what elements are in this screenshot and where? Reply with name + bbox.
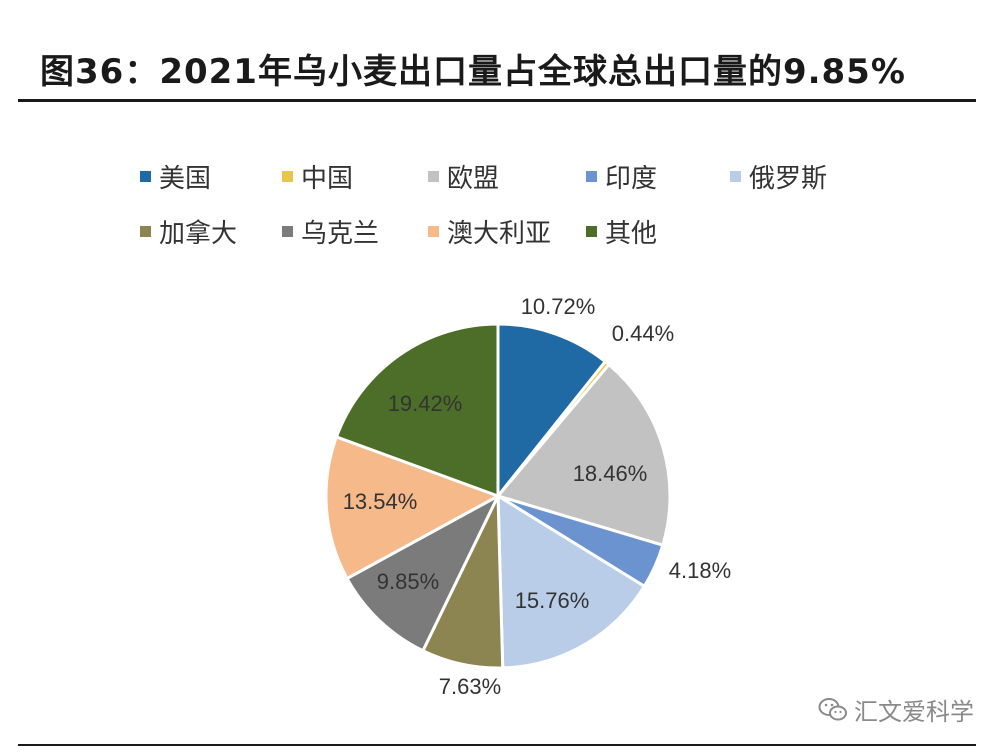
legend-item: 中国 [282,158,353,195]
legend-swatch [428,226,439,237]
slice-value-label: 10.72% [521,294,596,319]
slice-value-label: 7.63% [439,674,501,699]
legend-item: 加拿大 [140,213,237,250]
legend-item: 其他 [586,213,657,250]
legend-item: 欧盟 [428,158,499,195]
legend-item: 印度 [586,158,657,195]
slice-value-label: 4.18% [669,558,731,583]
legend-label: 欧盟 [447,164,500,194]
slice-value-label: 0.44% [612,321,674,346]
legend-swatch [730,171,741,182]
slice-value-label: 19.42% [388,391,463,416]
legend-swatch [140,171,151,182]
pie-slice [324,435,500,580]
watermark: 汇文爱科学 [818,692,974,727]
legend-item: 乌克兰 [282,213,379,250]
legend-item: 美国 [140,158,211,195]
bottom-divider [18,744,976,746]
pie-slice [345,494,500,653]
legend-swatch [586,226,597,237]
watermark-text: 汇文爱科学 [854,698,974,726]
legend-label: 澳大利亚 [447,219,552,249]
legend-swatch [282,226,293,237]
legend-item: 俄罗斯 [730,158,827,195]
page-title: 图36：2021年乌小麦出口量占全球总出口量的9.85% [40,52,906,92]
pie-slice [496,494,646,670]
pie-slice [496,363,672,547]
legend-label: 印度 [605,164,658,194]
pie-slice [496,322,607,498]
legend-label: 美国 [159,164,212,194]
wechat-icon [818,697,847,720]
chart-legend: 美国 中国 欧盟 印度 俄罗斯加拿大 乌克兰 澳大利亚 其他 [0,0,1000,300]
legend-label: 俄罗斯 [749,164,828,194]
legend-swatch [586,171,597,182]
slice-value-label: 18.46% [573,461,648,486]
title-divider [18,99,976,102]
legend-label: 其他 [605,219,658,249]
legend-swatch [140,226,151,237]
legend-label: 加拿大 [159,219,238,249]
slice-value-label: 13.54% [343,489,418,514]
legend-swatch [282,171,293,182]
legend-item: 澳大利亚 [428,213,551,250]
legend-label: 乌克兰 [301,219,380,249]
slice-value-label: 15.76% [515,588,590,613]
pie-slice [334,322,500,498]
legend-swatch [428,171,439,182]
slice-value-label: 9.85% [377,569,439,594]
legend-label: 中国 [301,164,354,194]
